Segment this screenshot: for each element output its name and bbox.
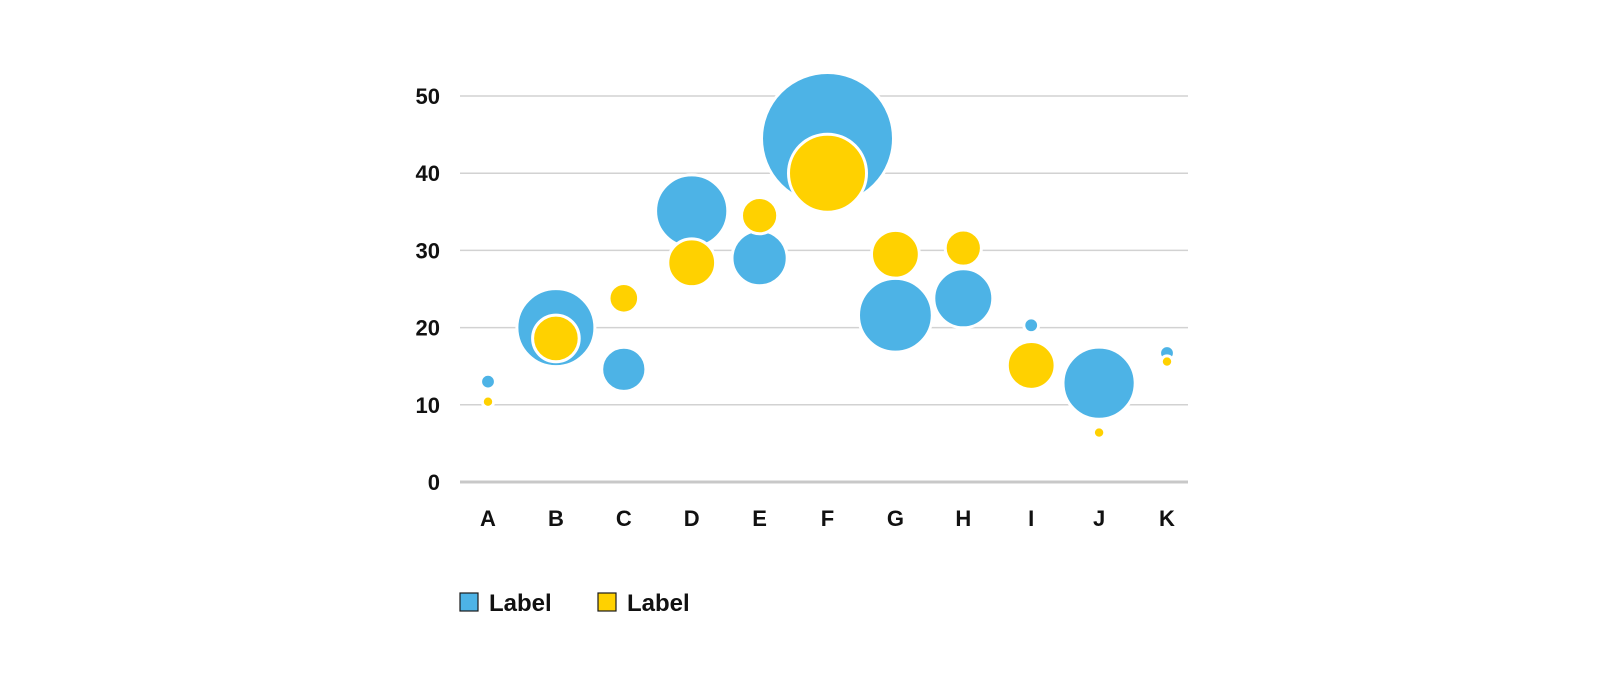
y-tick-label: 10 [416,393,440,418]
y-tick-label: 50 [416,84,440,109]
bubbles [479,70,1176,440]
x-tick-label: D [684,506,700,531]
bubble-series-1-J[interactable] [1061,345,1137,421]
legend-item-2[interactable]: Label [597,590,690,617]
x-tick-label: C [616,506,632,531]
bubble-series-2-D[interactable] [666,237,718,289]
x-tick-label: B [548,506,564,531]
legend-item-1[interactable]: Label [459,590,552,617]
x-tick-label: K [1159,506,1175,531]
y-tick-label: 30 [416,238,440,263]
bubble-series-2-H[interactable] [943,228,983,268]
bubble-series-2-J[interactable] [1091,425,1107,440]
bubble-series-2-G[interactable] [870,228,921,280]
legend: Label Label [459,590,690,617]
x-tick-label: F [821,506,834,531]
bubble-series-2-E[interactable] [740,196,780,236]
x-tick-label: G [887,506,904,531]
x-tick-label: E [752,506,767,531]
x-tick-label: A [480,506,496,531]
bubble-series-2-K[interactable] [1159,354,1175,369]
bubble-series-1-A[interactable] [479,372,497,391]
y-tick-label: 0 [428,470,440,495]
bubble-series-2-A[interactable] [480,394,496,409]
x-tick-label: I [1028,506,1034,531]
x-tick-label: J [1093,506,1105,531]
bubble-series-1-I[interactable] [1022,316,1041,335]
bubble-series-1-E[interactable] [730,229,789,288]
bubble-series-1-H[interactable] [932,267,995,330]
bubble-series-1-C[interactable] [600,345,648,393]
y-tick-label: 20 [416,316,440,341]
x-tick-label: H [955,506,971,531]
bubble-series-2-B[interactable] [531,313,581,364]
legend-label: Label [627,590,690,617]
bubble-series-2-F[interactable] [787,132,868,214]
bubble-series-1-G[interactable] [857,276,934,354]
legend-swatch [459,592,479,612]
bubble-series-2-C[interactable] [607,281,641,315]
y-axis-ticks: 0 10 20 30 40 50 [416,84,440,495]
y-tick-label: 40 [416,161,440,186]
x-axis-ticks: A B C D E F G H I J K [480,506,1175,531]
legend-swatch [597,592,617,612]
bubble-series-1-D[interactable] [654,173,730,249]
bubble-series-2-I[interactable] [1005,340,1057,391]
legend-label: Label [489,590,552,617]
